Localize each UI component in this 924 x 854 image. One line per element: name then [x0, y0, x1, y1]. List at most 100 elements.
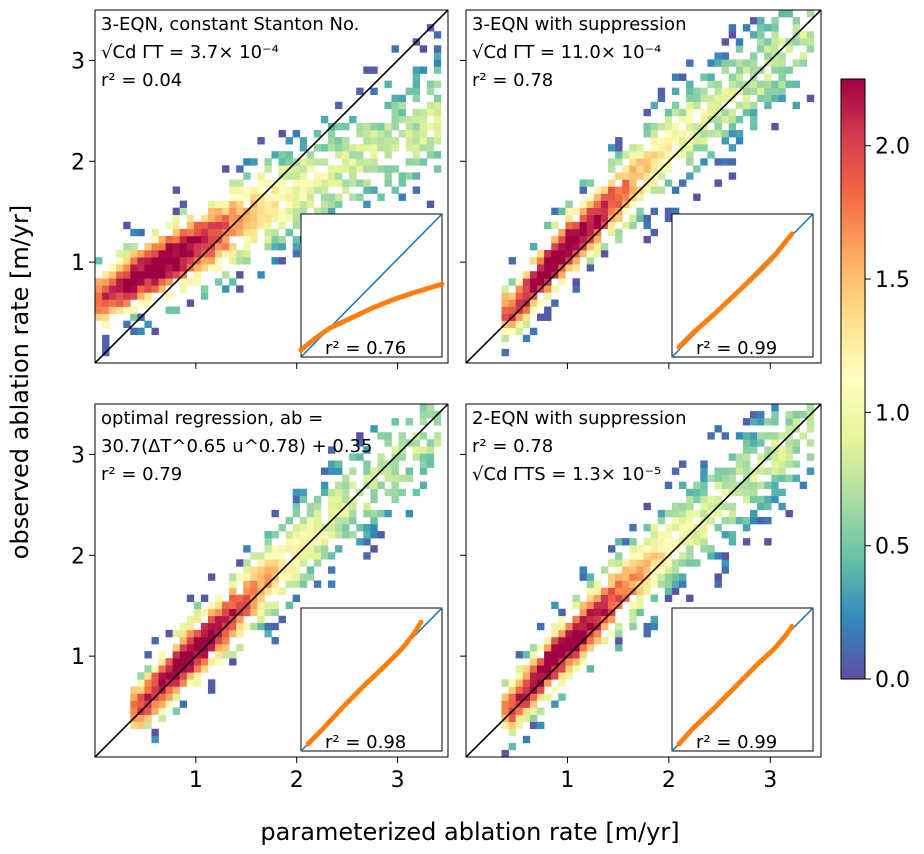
heatmap-cell: [342, 524, 350, 532]
heatmap-cell: [327, 566, 336, 574]
heatmap-cell: [558, 629, 566, 638]
heatmap-cell: [593, 601, 602, 610]
heatmap-cell: [750, 439, 758, 447]
heatmap-cell: [229, 200, 237, 208]
heatmap-cell: [629, 559, 637, 567]
heatmap-cell: [750, 108, 758, 117]
heatmap-cell: [243, 566, 251, 574]
heatmap-cell: [544, 257, 552, 265]
heatmap-cell: [158, 658, 166, 666]
heatmap-cell: [320, 193, 329, 201]
heatmap-cell: [572, 285, 580, 293]
heatmap-cell: [278, 615, 286, 624]
heatmap-cell: [806, 38, 815, 46]
heatmap-cell: [264, 158, 272, 166]
heatmap-cell: [335, 524, 343, 532]
heatmap-cell: [721, 432, 729, 440]
heatmap-cell: [320, 115, 329, 124]
heatmap-cell: [750, 59, 758, 67]
heatmap-cell: [792, 24, 800, 32]
heatmap-cell: [608, 545, 616, 553]
heatmap-cell: [757, 31, 765, 39]
heatmap-cell: [236, 594, 244, 602]
heatmap-cell: [515, 278, 524, 286]
heatmap-cell: [508, 721, 516, 730]
heatmap-cell: [608, 221, 616, 230]
heatmap-cell: [257, 221, 265, 230]
heatmap-cell: [236, 228, 244, 237]
heatmap-cell: [579, 250, 587, 258]
heatmap-cell: [657, 137, 666, 145]
heatmap-cell: [657, 580, 666, 588]
heatmap-cell: [335, 545, 343, 553]
heatmap-cell: [412, 87, 421, 96]
heatmap-cell: [572, 622, 580, 631]
heatmap-cell: [586, 587, 595, 595]
heatmap-cell: [537, 721, 545, 730]
heatmap-cell: [271, 559, 279, 567]
heatmap-cell: [193, 672, 202, 680]
heatmap-cell: [657, 172, 666, 180]
inset-point: [789, 231, 795, 237]
heatmap-cell: [608, 144, 616, 152]
heatmap-cell: [137, 285, 145, 293]
heatmap-cell: [320, 481, 329, 490]
heatmap-cell: [707, 502, 715, 511]
heatmap-cell: [257, 186, 265, 194]
inset-qq-plot: r² = 0.76: [298, 213, 445, 359]
heatmap-cell: [391, 488, 399, 497]
heatmap-cell: [299, 488, 308, 497]
heatmap-cell: [271, 200, 279, 208]
heatmap-cell: [643, 559, 651, 567]
heatmap-cell: [529, 707, 538, 715]
heatmap-cell: [186, 651, 195, 659]
heatmap-cell: [215, 615, 223, 624]
heatmap-cell: [144, 651, 152, 659]
heatmap-cell: [608, 186, 616, 194]
heatmap-cell: [622, 172, 630, 180]
heatmap-cell: [412, 151, 421, 159]
heatmap-cell: [405, 158, 413, 166]
heatmap-cell: [222, 608, 230, 617]
heatmap-cell: [200, 636, 209, 645]
heatmap-cell: [306, 524, 315, 532]
heatmap-cell: [229, 658, 237, 666]
heatmap-cell: [271, 257, 279, 265]
heatmap-cell: [579, 186, 587, 194]
heatmap-cell: [558, 228, 566, 237]
heatmap-cell: [700, 524, 708, 532]
heatmap-cell: [229, 587, 237, 595]
inset-qq-plot: r² = 0.99: [671, 607, 814, 753]
heatmap-cell: [714, 495, 722, 504]
heatmap-cell: [384, 488, 392, 497]
heatmap-cell: [207, 686, 216, 694]
heatmap-cell: [306, 566, 315, 574]
heatmap-cell: [172, 665, 181, 673]
heatmap-cell: [757, 24, 765, 32]
heatmap-cell: [608, 601, 616, 610]
heatmap-cell: [200, 228, 209, 237]
heatmap-cell: [299, 158, 308, 166]
heatmap-cell: [792, 17, 800, 25]
heatmap-cell: [137, 686, 145, 694]
heatmap-cell: [728, 87, 737, 96]
heatmap-cell: [735, 488, 744, 497]
heatmap-cell: [412, 137, 421, 145]
heatmap-cell: [384, 80, 392, 88]
heatmap-cell: [558, 679, 566, 687]
heatmap-cell: [792, 474, 800, 482]
heatmap-cell: [664, 151, 673, 159]
heatmap-cell: [650, 622, 658, 631]
heatmap-cell: [700, 467, 708, 475]
heatmap-cell: [229, 207, 237, 216]
heatmap-cell: [785, 474, 793, 482]
heatmap-cell: [356, 122, 364, 131]
heatmap-cell: [636, 608, 644, 617]
heatmap-cell: [664, 207, 673, 216]
heatmap-cell: [551, 672, 559, 680]
heatmap-cell: [299, 137, 308, 145]
heatmap-cell: [721, 467, 729, 475]
heatmap-cell: [537, 665, 545, 673]
heatmap-cell: [384, 172, 392, 180]
heatmap-cell: [558, 651, 566, 659]
